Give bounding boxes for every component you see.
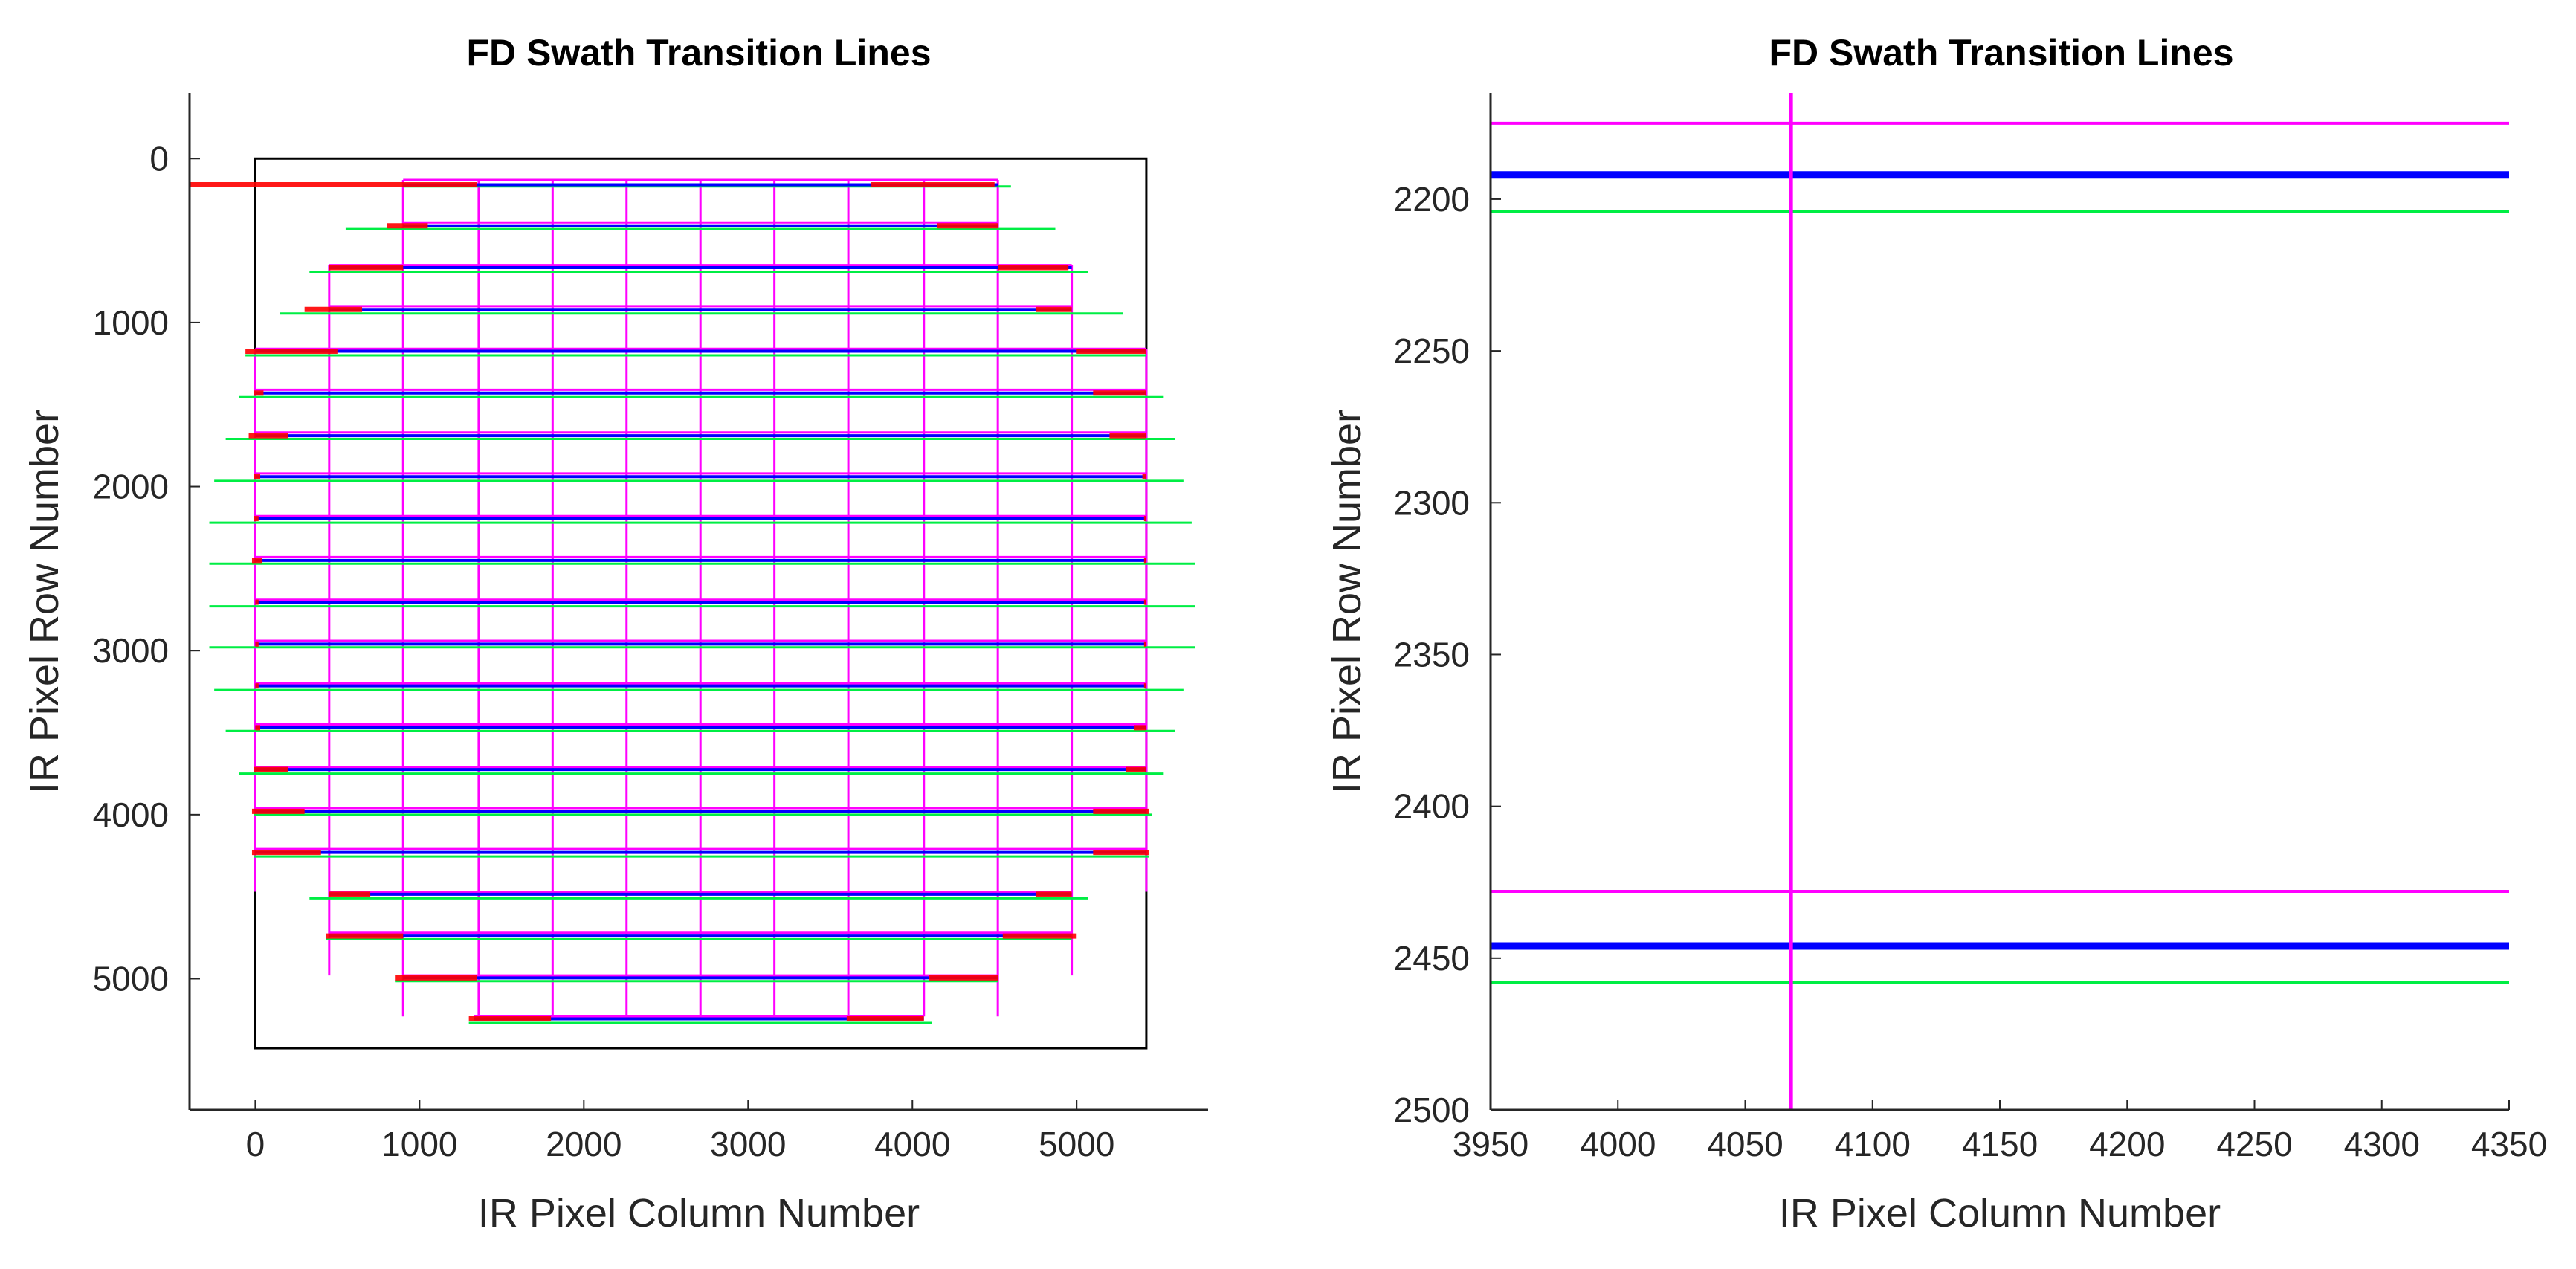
plot-area (1491, 93, 2509, 1110)
x-ticks: 0 1000 2000 3000 4000 5000 (246, 1100, 1114, 1163)
x-axis-label: IR Pixel Column Number (1779, 1191, 2221, 1236)
y-ticks: 0 1000 2000 3000 4000 5000 (93, 139, 200, 998)
x-tick-label: 0 (246, 1125, 265, 1163)
y-tick-label: 2450 (1394, 939, 1470, 978)
x-tick-label: 4250 (2216, 1125, 2292, 1163)
x-tick-label: 1000 (381, 1125, 457, 1163)
chart-title: FD Swath Transition Lines (1769, 32, 2233, 74)
y-tick-label: 2500 (1394, 1091, 1470, 1129)
x-tick-label: 5000 (1039, 1125, 1114, 1163)
x-tick-label: 4000 (874, 1125, 950, 1163)
y-tick-label: 2300 (1394, 483, 1470, 522)
x-tick-label: 4200 (2089, 1125, 2165, 1163)
y-tick-label: 2000 (93, 468, 169, 506)
chart-full-disk: FD Swath Transition Lines 0 1000 2000 3000 4… (22, 32, 1208, 1236)
x-tick-label: 3000 (710, 1125, 786, 1163)
x-tick-label: 4350 (2471, 1125, 2547, 1163)
plot-area (190, 157, 1195, 1050)
chart-title: FD Swath Transition Lines (466, 32, 931, 74)
y-tick-label: 5000 (93, 959, 169, 998)
y-tick-label: 2350 (1394, 635, 1470, 674)
x-tick-label: 4150 (1962, 1125, 2038, 1163)
y-axis-label: IR Pixel Row Number (1325, 410, 1369, 793)
y-axis-label: IR Pixel Row Number (22, 410, 67, 793)
x-tick-label: 4050 (1707, 1125, 1783, 1163)
x-tick-label: 2000 (546, 1125, 622, 1163)
y-tick-label: 2250 (1394, 332, 1470, 370)
x-tick-label: 4300 (2344, 1125, 2420, 1163)
x-tick-label: 4000 (1580, 1125, 1656, 1163)
y-tick-label: 0 (149, 139, 169, 178)
y-ticks: 2200 2250 2300 2350 2400 2450 2500 (1394, 180, 1501, 1129)
x-tick-label: 4100 (1835, 1125, 1911, 1163)
y-tick-label: 2200 (1394, 180, 1470, 219)
chart-zoom: FD Swath Transition Lines 3950 4000 4050 41… (1325, 32, 2547, 1236)
y-tick-label: 3000 (93, 631, 169, 670)
y-tick-label: 1000 (93, 303, 169, 342)
y-tick-label: 2400 (1394, 787, 1470, 826)
x-axis-label: IR Pixel Column Number (478, 1191, 920, 1236)
x-ticks: 3950 4000 4050 4100 4150 4200 4250 4300 4350 (1453, 1100, 2547, 1163)
y-tick-label: 4000 (93, 795, 169, 834)
x-tick-label: 3950 (1453, 1125, 1529, 1163)
